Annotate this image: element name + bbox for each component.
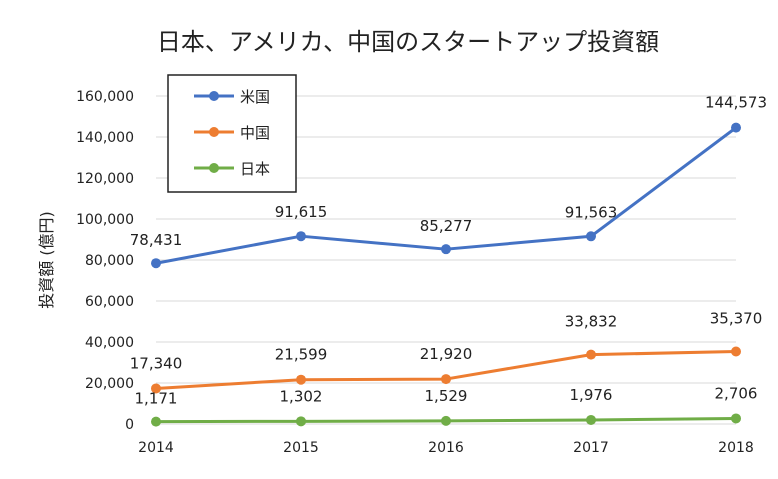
data-label: 91,563 [565, 203, 618, 221]
legend-swatch-marker [209, 91, 219, 101]
data-label: 33,832 [565, 313, 618, 331]
data-label: 2,706 [715, 384, 758, 402]
data-point [151, 258, 161, 269]
series-layer [151, 122, 741, 427]
data-point [441, 374, 451, 385]
data-point [441, 415, 451, 426]
data-label-layer: 78,431 91,615 85,277 91,563 144,573 17,340 21,… [130, 94, 767, 408]
data-label: 91,615 [275, 203, 328, 221]
y-tick-label: 60,000 [85, 294, 134, 310]
data-label: 144,573 [705, 94, 767, 112]
x-tick-label: 2014 [138, 440, 174, 456]
data-label: 1,302 [280, 387, 323, 405]
legend-item: 日本 [194, 160, 270, 178]
data-point [151, 416, 161, 427]
y-tick-label: 160,000 [76, 89, 134, 105]
data-point [731, 413, 741, 424]
data-label: 21,920 [420, 345, 473, 363]
series-3 [151, 413, 741, 427]
data-label: 35,370 [710, 309, 763, 327]
data-point [586, 349, 596, 360]
data-point [731, 122, 741, 133]
legend-item: 中国 [194, 124, 270, 142]
legend-label: 中国 [240, 124, 270, 142]
legend-label: 米国 [240, 88, 270, 106]
x-tick-label: 2017 [573, 440, 609, 456]
y-tick-label: 140,000 [76, 130, 134, 146]
legend-swatch-marker [209, 127, 219, 137]
x-tick-label: 2016 [428, 440, 464, 456]
data-label: 1,976 [570, 386, 613, 404]
legend-item: 米国 [194, 88, 270, 106]
y-tick-label: 100,000 [76, 212, 134, 228]
legend-label: 日本 [240, 160, 270, 178]
data-point [441, 244, 451, 255]
data-label: 1,171 [135, 390, 178, 408]
y-tick-label: 20,000 [85, 376, 134, 392]
data-point [296, 231, 306, 242]
data-label: 85,277 [420, 217, 473, 235]
data-label: 78,431 [130, 231, 183, 249]
data-point [586, 414, 596, 425]
x-tick-label: 2015 [283, 440, 319, 456]
y-tick-label: 0 [125, 417, 134, 433]
data-label: 21,599 [275, 346, 328, 364]
series-1 [151, 122, 741, 269]
x-tick-labels: 2014 2015 2016 2017 2018 [138, 440, 754, 456]
x-tick-label: 2018 [718, 440, 754, 456]
y-tick-label: 120,000 [76, 171, 134, 187]
y-tick-label: 80,000 [85, 253, 134, 269]
legend-swatch-marker [209, 163, 219, 173]
data-point [731, 346, 741, 357]
data-point [151, 383, 161, 394]
y-axis-title: 投資額 (億円) [37, 211, 56, 309]
data-label: 17,340 [130, 354, 183, 372]
series-2 [151, 346, 741, 394]
data-point [296, 374, 306, 385]
y-tick-labels: 0 20,000 40,000 60,000 80,000 100,000 120,000 1… [76, 89, 134, 433]
data-label: 1,529 [425, 387, 468, 405]
y-tick-label: 40,000 [85, 335, 134, 351]
chart-title: 日本、アメリカ、中国のスタートアップ投資額 [157, 28, 659, 56]
data-point [296, 416, 306, 427]
data-point [586, 231, 596, 242]
